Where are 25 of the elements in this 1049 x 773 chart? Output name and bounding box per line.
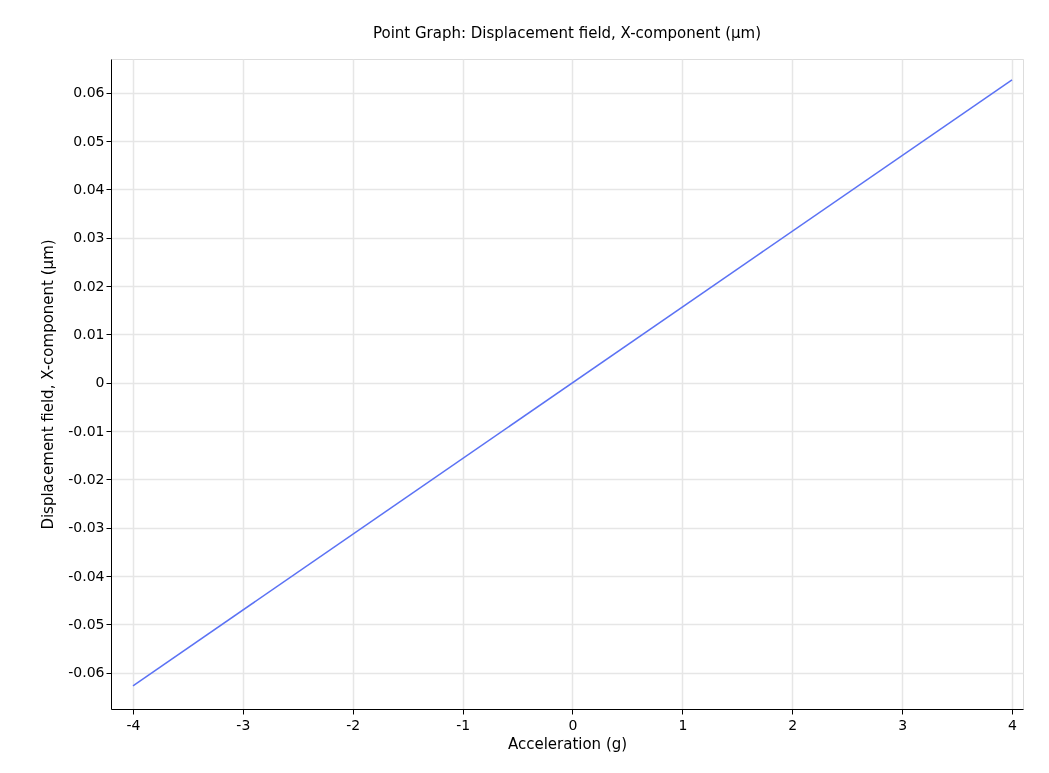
x-tick-label: 2 [788, 716, 798, 733]
y-tick-label: 0.05 [73, 132, 105, 149]
y-tick-label: -0.01 [68, 422, 105, 439]
y-tick-label: -0.04 [68, 567, 105, 584]
y-tick-label: 0 [95, 374, 105, 391]
x-tick-label: -4 [126, 716, 141, 733]
y-tick-label: -0.05 [68, 615, 105, 632]
x-tick-label: 1 [678, 716, 688, 733]
y-tick-label: 0.06 [73, 84, 105, 101]
x-tick-label: -2 [346, 716, 361, 733]
y-tick-label: 0.03 [73, 229, 105, 246]
y-tick-label: -0.02 [68, 470, 105, 487]
y-tick-label: 0.04 [73, 180, 105, 197]
y-tick-label: 0.02 [73, 277, 105, 294]
y-tick-label: -0.06 [68, 664, 105, 681]
x-tick-label: 0 [568, 716, 578, 733]
x-tick-label: -1 [456, 716, 471, 733]
x-tick-label: -3 [236, 716, 251, 733]
chart-title: Point Graph: Displacement field, X-component (µm) [372, 24, 762, 42]
y-tick-label: 0.01 [73, 325, 105, 342]
x-tick-label: 4 [1008, 716, 1018, 733]
x-axis-title: Acceleration (g) [507, 734, 628, 753]
x-tick-label: 3 [898, 716, 908, 733]
y-axis-title: Displacement field, X-component (µm) [39, 239, 58, 530]
y-tick-label: -0.03 [68, 519, 105, 536]
